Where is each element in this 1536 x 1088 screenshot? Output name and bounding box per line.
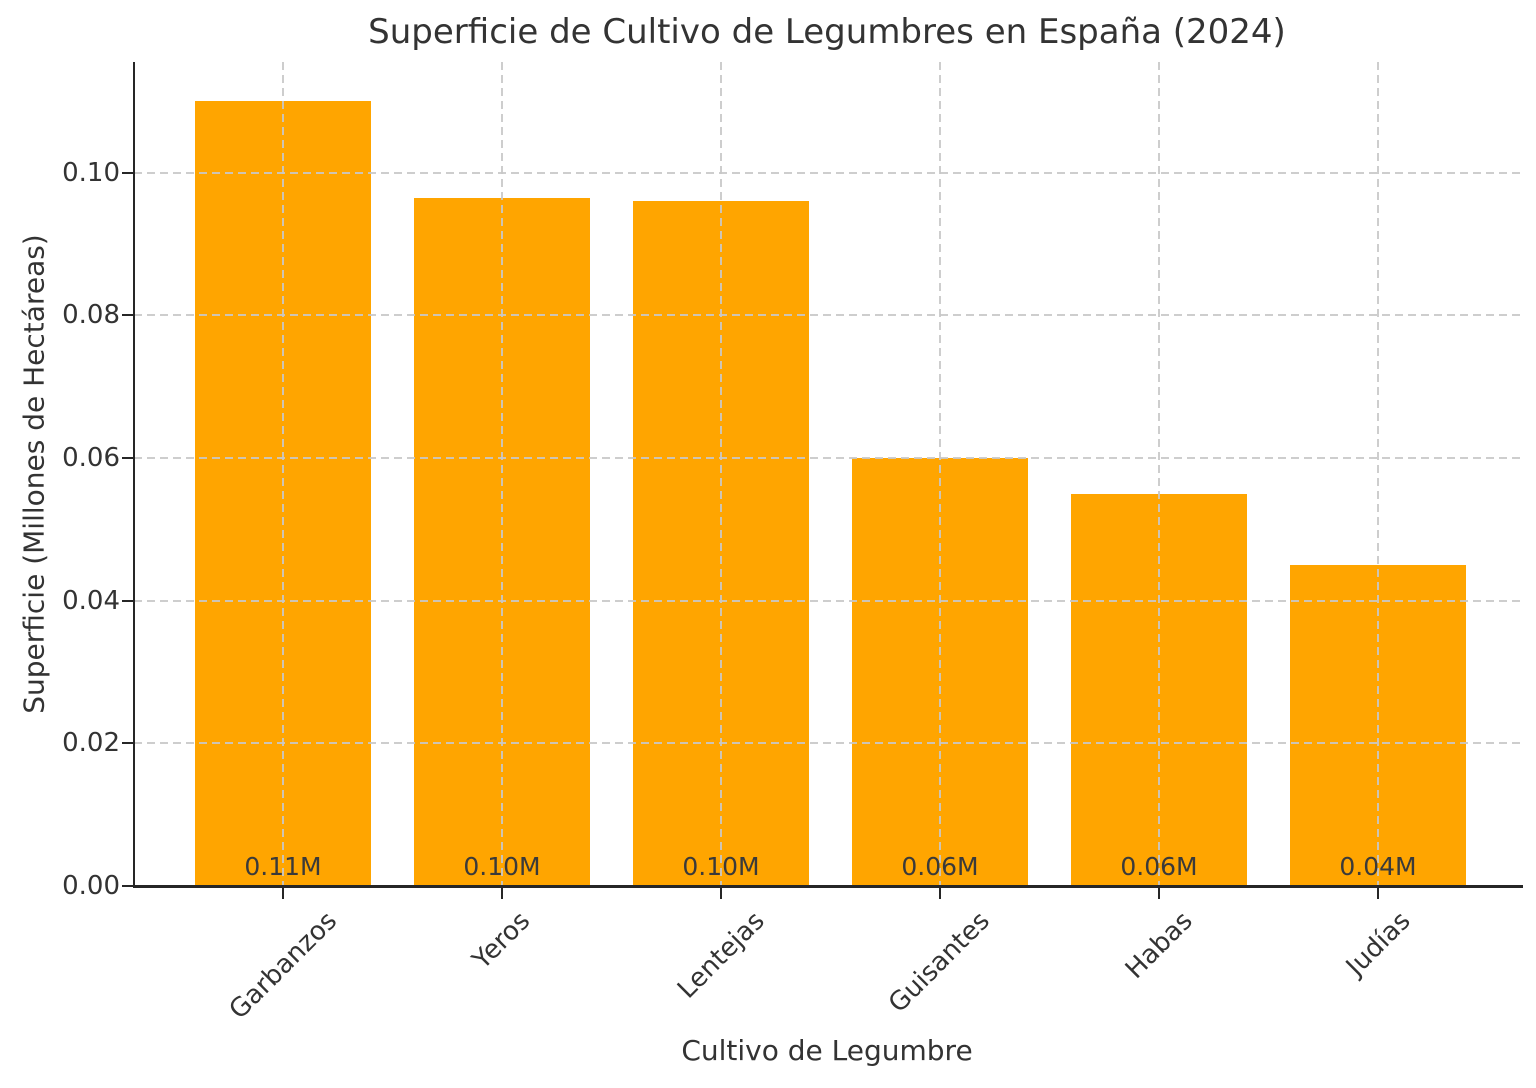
y-tick-mark (122, 314, 134, 317)
bar-value-label: 0.04M (1339, 852, 1417, 881)
bar-value-label: 0.06M (1120, 852, 1198, 881)
y-tick-mark (122, 171, 134, 174)
chart-title: Superficie de Cultivo de Legumbres en Es… (368, 12, 1286, 52)
bar-value-label: 0.11M (244, 852, 322, 881)
bar-value-label: 0.10M (463, 852, 541, 881)
gridline-vertical (282, 62, 284, 886)
x-axis-label: Cultivo de Legumbre (681, 1034, 973, 1067)
x-tick-mark (1377, 888, 1379, 899)
y-axis-spine (133, 62, 135, 887)
y-tick-label: 0.06 (62, 442, 120, 473)
y-tick-label: 0.10 (62, 157, 120, 188)
x-tick-label-judías: Judías (1340, 906, 1417, 982)
gridline-vertical (1158, 62, 1160, 886)
y-tick-mark (122, 885, 134, 887)
y-tick-label: 0.00 (62, 871, 120, 901)
gridline-vertical (1377, 62, 1379, 886)
x-tick-mark (501, 888, 503, 899)
gridline-horizontal (134, 599, 1520, 602)
y-tick-mark (122, 456, 134, 459)
y-tick-mark (122, 742, 134, 745)
gridline-vertical (501, 62, 503, 886)
gridline-vertical (720, 62, 722, 886)
bar-value-label: 0.10M (682, 852, 760, 881)
x-tick-label-yeros: Yeros (467, 906, 537, 976)
gridline-horizontal (134, 171, 1520, 174)
y-tick-label: 0.08 (62, 300, 120, 331)
gridline-vertical (939, 62, 941, 886)
x-axis-spine (133, 885, 1523, 888)
x-tick-mark (282, 888, 284, 899)
x-tick-label-guisantes: Guisantes (883, 906, 997, 1019)
y-tick-mark (122, 599, 134, 602)
bar-value-label: 0.06M (901, 852, 979, 881)
gridline-horizontal (134, 314, 1520, 317)
x-tick-mark (1158, 888, 1160, 899)
gridline-horizontal (134, 742, 1520, 745)
y-tick-label: 0.04 (62, 585, 120, 616)
x-tick-label-habas: Habas (1119, 906, 1199, 985)
plot-area: 0.11M 0.10M 0.10M 0.06M 0.06M 0.04M (134, 62, 1520, 886)
x-tick-label-garbanzos: Garbanzos (223, 906, 343, 1026)
x-tick-label-lentejas: Lentejas (671, 906, 771, 1005)
x-tick-mark (939, 888, 941, 899)
x-tick-mark (720, 888, 722, 899)
y-tick-label: 0.02 (62, 728, 120, 759)
gridline-horizontal (134, 456, 1520, 459)
